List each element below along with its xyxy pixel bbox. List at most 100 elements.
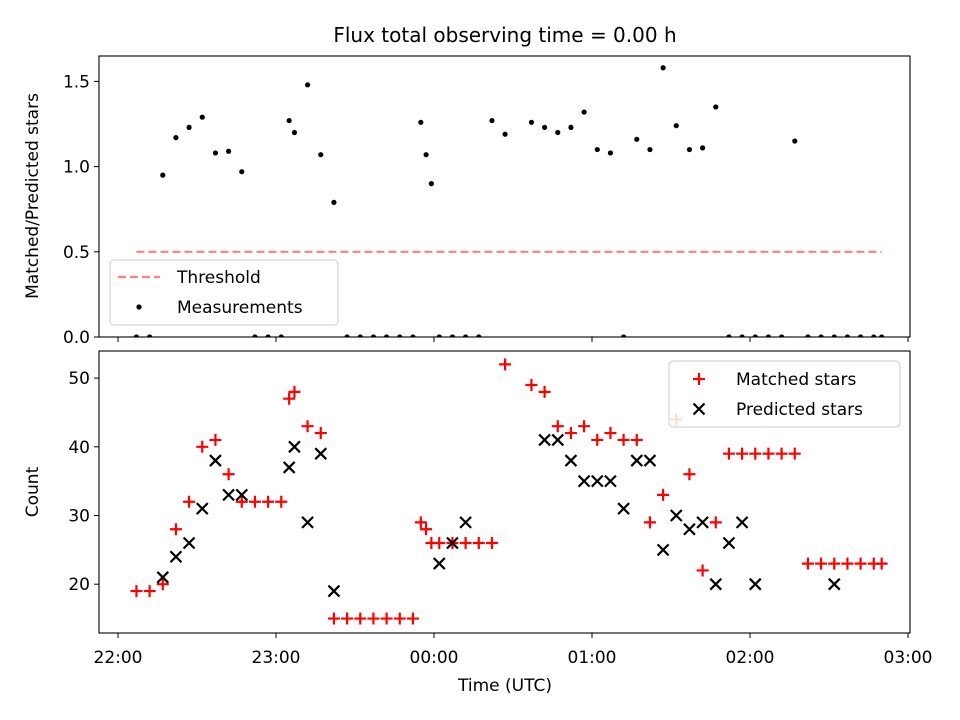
matched-star-point	[209, 433, 222, 446]
predicted-star-point	[656, 543, 670, 557]
y-tick-label: 1.5	[63, 72, 90, 92]
axes-frame	[98, 350, 911, 634]
measurement-point	[647, 146, 653, 153]
predicted-star-point	[182, 536, 196, 550]
measurement-point	[752, 334, 758, 337]
predicted-star-point	[314, 447, 328, 460]
matched-star-point	[156, 578, 169, 591]
matched-star-point	[775, 447, 788, 460]
axes-frame	[98, 55, 911, 338]
predicted-star-point	[590, 474, 604, 488]
measurement-point	[428, 181, 434, 187]
matched-star-point	[130, 585, 143, 598]
matched-star-point	[275, 495, 288, 508]
measurement-point	[818, 334, 824, 337]
y-axis-label: Matched/Predicted stars	[23, 93, 43, 299]
measurement-point	[568, 124, 574, 131]
matched-star-point	[301, 420, 314, 433]
measurement-point	[686, 146, 693, 153]
matched-star-point	[414, 516, 427, 529]
legend-measurement-swatch	[136, 304, 142, 310]
matched-star-point	[262, 495, 275, 508]
matched-star-point	[169, 523, 182, 536]
predicted-star-point	[696, 516, 709, 529]
y-tick-label: 40	[68, 438, 90, 458]
legend-matched-swatch	[693, 373, 705, 385]
predicted-star-point	[446, 536, 459, 550]
y-tick-label: 20	[68, 575, 90, 595]
matched-star-point	[472, 536, 485, 549]
measurement-point	[792, 138, 798, 144]
measurement-point	[199, 114, 205, 120]
y-axis-label: Count	[23, 466, 43, 517]
measurement-point	[713, 104, 719, 110]
x-tick-label: 03:00	[884, 648, 933, 668]
measurement-point	[305, 82, 311, 88]
measurement-point	[726, 334, 732, 337]
matched-star-point	[499, 358, 512, 371]
legend-top: Threshold Measurements	[109, 259, 339, 326]
measurement-point	[160, 172, 166, 178]
predicted-star-point	[669, 509, 683, 522]
measurement-point	[265, 334, 271, 337]
matched-star-point	[341, 612, 354, 625]
matched-star-point	[222, 468, 235, 481]
measurement-point	[660, 65, 666, 71]
matched-star-point	[367, 612, 380, 625]
matched-star-point	[538, 385, 551, 398]
predicted-star-point	[709, 577, 723, 591]
measurement-point	[673, 123, 679, 129]
measurement-point	[463, 334, 469, 337]
predicted-star-point	[156, 571, 170, 584]
predicted-star-point	[617, 502, 630, 515]
measurement-point	[173, 135, 179, 141]
x-tick-label: 01:00	[568, 648, 617, 668]
measurement-point	[423, 152, 429, 158]
measurement-point	[858, 334, 864, 337]
matched-star-point	[722, 447, 735, 460]
measurement-point	[779, 334, 785, 337]
matched-star-point	[235, 495, 248, 508]
matched-star-point	[248, 495, 261, 508]
legend-threshold-label: Threshold	[176, 268, 261, 288]
matched-star-point	[551, 420, 564, 433]
measurement-point	[449, 334, 456, 337]
matched-star-point	[736, 447, 749, 460]
predicted-star-point	[235, 488, 249, 502]
predicted-star-point	[301, 516, 314, 529]
predicted-star-point	[683, 522, 696, 536]
bottom-plot-star-counts: 20 30 40 50 22:00 23:00 00:00 01:00 02:00 03:00 Co…	[23, 350, 933, 696]
predicted-star-point	[209, 454, 222, 467]
x-tick-label: 23:00	[252, 648, 301, 668]
measurement-point	[436, 334, 442, 337]
matched-star-point	[591, 433, 604, 446]
measurement-point	[739, 334, 745, 337]
measurement-point	[805, 334, 811, 337]
measurement-point	[370, 334, 377, 337]
measurement-point	[239, 169, 245, 175]
plot-area	[133, 65, 885, 337]
measurement-point	[278, 334, 284, 337]
y-tick-label: 1.0	[63, 158, 90, 178]
measurement-point	[528, 119, 535, 125]
measurement-point	[634, 136, 640, 142]
y-tick-label: 0.0	[63, 328, 90, 348]
measurement-point	[291, 129, 298, 136]
matched-star-point	[327, 612, 340, 625]
matched-star-point	[380, 612, 393, 625]
predicted-star-point	[282, 461, 296, 474]
top-plot-matched-predicted-ratio: 0.0 0.5 1.0 1.5 Matched/Predicted stars Thres…	[23, 55, 911, 348]
measurement-point	[476, 334, 482, 337]
matched-star-point	[815, 557, 828, 570]
predicted-star-point	[564, 454, 578, 467]
measurement-point	[226, 148, 232, 154]
matched-star-point	[196, 440, 209, 453]
matched-star-point	[709, 516, 722, 529]
matched-star-point	[696, 564, 709, 577]
matched-star-point	[643, 516, 656, 529]
measurement-point	[871, 334, 877, 337]
matched-star-point	[420, 523, 433, 536]
measurement-point	[318, 152, 324, 158]
measurement-point	[410, 334, 416, 337]
measurement-point	[621, 334, 627, 337]
